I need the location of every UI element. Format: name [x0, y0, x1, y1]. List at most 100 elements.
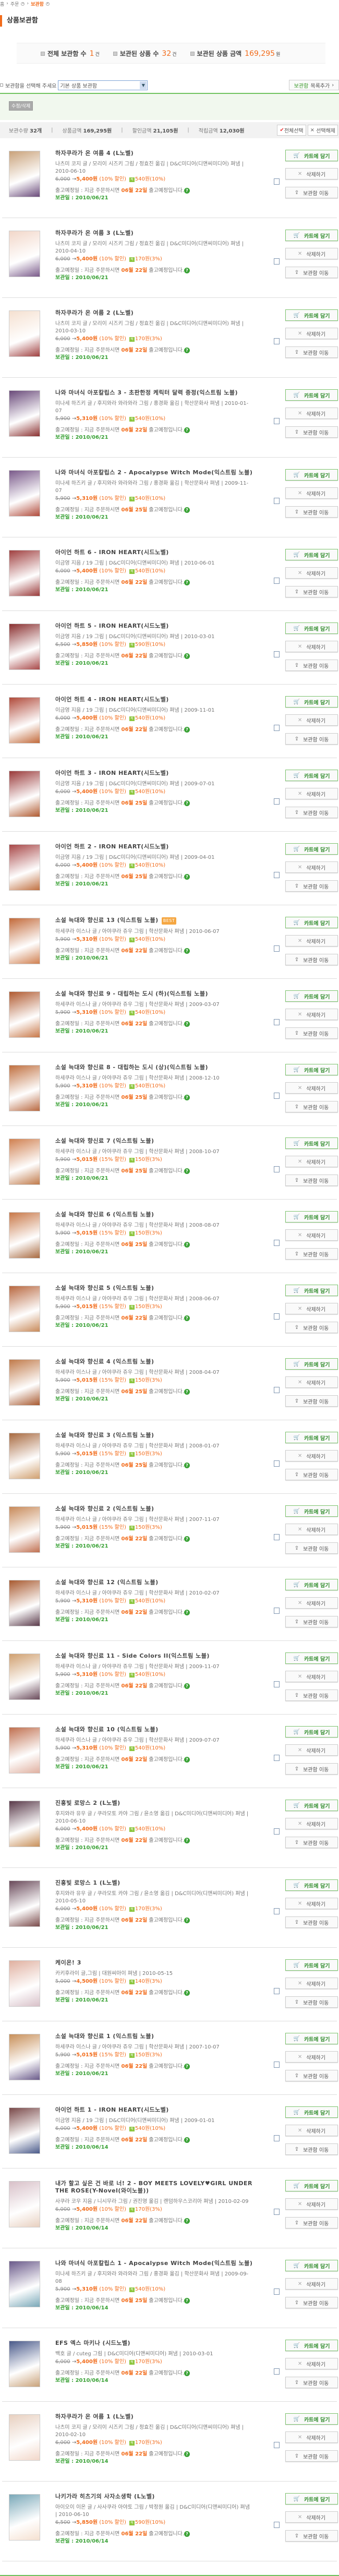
add-to-cart-button[interactable]: 🛒 카트에 담기 — [285, 1800, 338, 1811]
delete-button[interactable]: ✕ 삭제하기 — [285, 1229, 338, 1241]
help-icon[interactable]: ? — [184, 1315, 190, 1321]
item-title[interactable]: 나와 마녀식 아포칼립스 3 - 초판한정 케릭터 달력 증정(익스트림 노블) — [55, 389, 238, 396]
item-checkbox[interactable] — [274, 1608, 280, 1614]
move-storage-button[interactable]: ⇪ 보관함 이동 — [285, 187, 338, 198]
book-cover-image[interactable] — [9, 1960, 40, 2007]
help-icon[interactable]: ? — [184, 2370, 190, 2376]
move-storage-button[interactable]: ⇪ 보관함 이동 — [285, 807, 338, 818]
book-cover-image[interactable] — [9, 918, 40, 964]
move-storage-button[interactable]: ⇪ 보관함 이동 — [285, 1690, 338, 1701]
item-checkbox[interactable] — [274, 1240, 280, 1246]
item-checkbox[interactable] — [274, 798, 280, 805]
add-to-cart-button[interactable]: 🛒 카트에 담기 — [285, 1137, 338, 1149]
help-icon[interactable]: ? — [184, 1021, 190, 1027]
move-storage-button[interactable]: ⇪ 보관함 이동 — [285, 1469, 338, 1480]
item-title[interactable]: 하자쿠라가 온 여름 4 (L노벨) — [55, 150, 134, 157]
book-cover-image[interactable] — [9, 1880, 40, 1927]
help-icon[interactable]: ? — [184, 874, 190, 880]
book-cover-image[interactable] — [9, 2261, 40, 2307]
deselect-all-button[interactable]: × 선택해제 — [307, 125, 338, 136]
help-icon[interactable]: ? — [184, 268, 190, 273]
add-to-cart-button[interactable]: 🛒 카트에 담기 — [285, 1579, 338, 1590]
item-checkbox[interactable] — [274, 2289, 280, 2295]
add-to-cart-button[interactable]: 🛒 카트에 담기 — [285, 990, 338, 1002]
add-to-cart-button[interactable]: 🛒 카트에 담기 — [285, 230, 338, 241]
item-checkbox[interactable] — [274, 258, 280, 265]
item-title[interactable]: 소설 늑대와 향신료 9 - 대립하는 도시 (하)(익스트림 노블) — [55, 990, 208, 997]
breadcrumb-order[interactable]: 주문 — [10, 2, 19, 7]
item-checkbox[interactable] — [274, 2135, 280, 2141]
item-title[interactable]: 나와 마녀식 아포칼립스 1 - Apocalypse Witch Mode(익… — [55, 2260, 253, 2267]
book-cover-image[interactable] — [9, 2034, 40, 2080]
breadcrumb-current[interactable]: 보관함 — [31, 2, 44, 7]
item-checkbox[interactable] — [274, 1681, 280, 1687]
move-storage-button[interactable]: ⇪ 보관함 이동 — [285, 1395, 338, 1407]
move-storage-button[interactable]: ⇪ 보관함 이동 — [285, 1248, 338, 1260]
move-storage-button[interactable]: ⇪ 보관함 이동 — [285, 506, 338, 518]
delete-button[interactable]: ✕ 삭제하기 — [285, 328, 338, 339]
book-cover-image[interactable] — [9, 1654, 40, 1700]
move-storage-button[interactable]: ⇪ 보관함 이동 — [285, 267, 338, 278]
move-storage-button[interactable]: ⇪ 보관함 이동 — [285, 426, 338, 438]
item-title[interactable]: 내가 할고 싶은 건 바로 너! 2 - BOY MEETS LOVELY♥GI… — [55, 2180, 252, 2194]
move-storage-button[interactable]: ⇪ 보관함 이동 — [285, 733, 338, 745]
book-cover-image[interactable] — [9, 844, 40, 891]
delete-button[interactable]: ✕ 삭제하기 — [285, 567, 338, 579]
move-storage-button[interactable]: ⇪ 보관함 이동 — [285, 1996, 338, 2008]
add-to-cart-button[interactable]: 🛒 카트에 담기 — [285, 1432, 338, 1443]
add-to-cart-button[interactable]: 🛒 카트에 담기 — [285, 1879, 338, 1891]
item-title[interactable]: 하자쿠라가 온 여름 1 (L노벨) — [55, 2413, 134, 2420]
add-to-cart-button[interactable]: 🛒 카트에 담기 — [285, 1505, 338, 1517]
item-title[interactable]: 하자쿠라가 온 여름 2 (L노벨) — [55, 309, 134, 316]
book-cover-image[interactable] — [9, 697, 40, 744]
item-title[interactable]: 소설 늑대와 향신료 5 (익스트림 노블) — [55, 1285, 154, 1291]
move-storage-button[interactable]: ⇪ 보관함 이동 — [285, 1101, 338, 1112]
add-to-cart-button[interactable]: 🛒 카트에 담기 — [285, 1358, 338, 1370]
item-checkbox[interactable] — [274, 1093, 280, 1099]
move-storage-button[interactable]: ⇪ 보관함 이동 — [285, 1027, 338, 1039]
help-icon[interactable]: ? — [184, 580, 190, 585]
delete-button[interactable]: ✕ 삭제하기 — [285, 1009, 338, 1020]
add-to-cart-button[interactable]: 🛒 카트에 담기 — [285, 1064, 338, 1075]
help-icon[interactable]: ? — [184, 507, 190, 513]
move-storage-button[interactable]: ⇪ 보관함 이동 — [285, 954, 338, 965]
add-to-cart-button[interactable]: 🛒 카트에 담기 — [285, 917, 338, 928]
help-icon[interactable]: ? — [184, 188, 190, 194]
item-title[interactable]: 나와 마녀식 아포칼립스 2 - Apocalypse Witch Mode(익… — [55, 469, 253, 476]
chevron-down-icon[interactable]: ▾ — [45, 2, 50, 6]
add-to-cart-button[interactable]: 🛒 카트에 담기 — [285, 2493, 338, 2505]
help-icon[interactable]: ? — [184, 948, 190, 954]
chevron-down-icon[interactable]: ▾ — [21, 2, 25, 6]
add-to-cart-button[interactable]: 🛒 카트에 담기 — [285, 150, 338, 161]
book-cover-image[interactable] — [9, 1506, 40, 1553]
item-checkbox[interactable] — [274, 2442, 280, 2448]
help-icon[interactable]: ? — [184, 1242, 190, 1248]
item-checkbox[interactable] — [274, 1755, 280, 1761]
delete-button[interactable]: ✕ 삭제하기 — [285, 408, 338, 419]
delete-button[interactable]: ✕ 삭제하기 — [285, 1156, 338, 1167]
delete-button[interactable]: ✕ 삭제하기 — [285, 788, 338, 799]
item-title[interactable]: 케이온! 3 — [55, 1959, 81, 1966]
help-icon[interactable]: ? — [184, 2218, 190, 2224]
delete-button[interactable]: ✕ 삭제하기 — [285, 2431, 338, 2443]
item-checkbox[interactable] — [274, 651, 280, 657]
delete-button[interactable]: ✕ 삭제하기 — [285, 1303, 338, 1314]
item-title[interactable]: 아이언 하트 2 - IRON HEART(시드노벨) — [55, 843, 169, 850]
delete-button[interactable]: ✕ 삭제하기 — [285, 1524, 338, 1535]
item-title[interactable]: 아이언 하트 4 - IRON HEART(시드노벨) — [55, 696, 169, 703]
book-cover-image[interactable] — [9, 2181, 40, 2227]
item-checkbox[interactable] — [274, 498, 280, 504]
breadcrumb-home[interactable]: 홈 — [0, 2, 5, 7]
book-cover-image[interactable] — [9, 390, 40, 437]
move-storage-button[interactable]: ⇪ 보관함 이동 — [285, 2377, 338, 2388]
item-title[interactable]: 소설 늑대와 향신료 10 (익스트림 노블) — [55, 1726, 159, 1733]
move-storage-button[interactable]: ⇪ 보관함 이동 — [285, 1542, 338, 1554]
delete-button[interactable]: ✕ 삭제하기 — [285, 2358, 338, 2369]
item-title[interactable]: 소설 늑대와 향신료 1 (익스트림 노블) — [55, 2033, 154, 2040]
item-title[interactable]: 소설 늑대와 향신료 8 - 대립하는 도시 (상)(익스트림 노블) — [55, 1064, 208, 1071]
item-checkbox[interactable] — [274, 2062, 280, 2068]
item-title[interactable]: 소설 늑대와 향신료 3 (익스트림 노블) — [55, 1432, 154, 1439]
delete-button[interactable]: ✕ 삭제하기 — [285, 861, 338, 873]
item-title[interactable]: 아이언 하트 1 - IRON HEART(시드노벨) — [55, 2106, 169, 2113]
select-all-button[interactable]: ✔ 전체선택 — [277, 125, 306, 136]
